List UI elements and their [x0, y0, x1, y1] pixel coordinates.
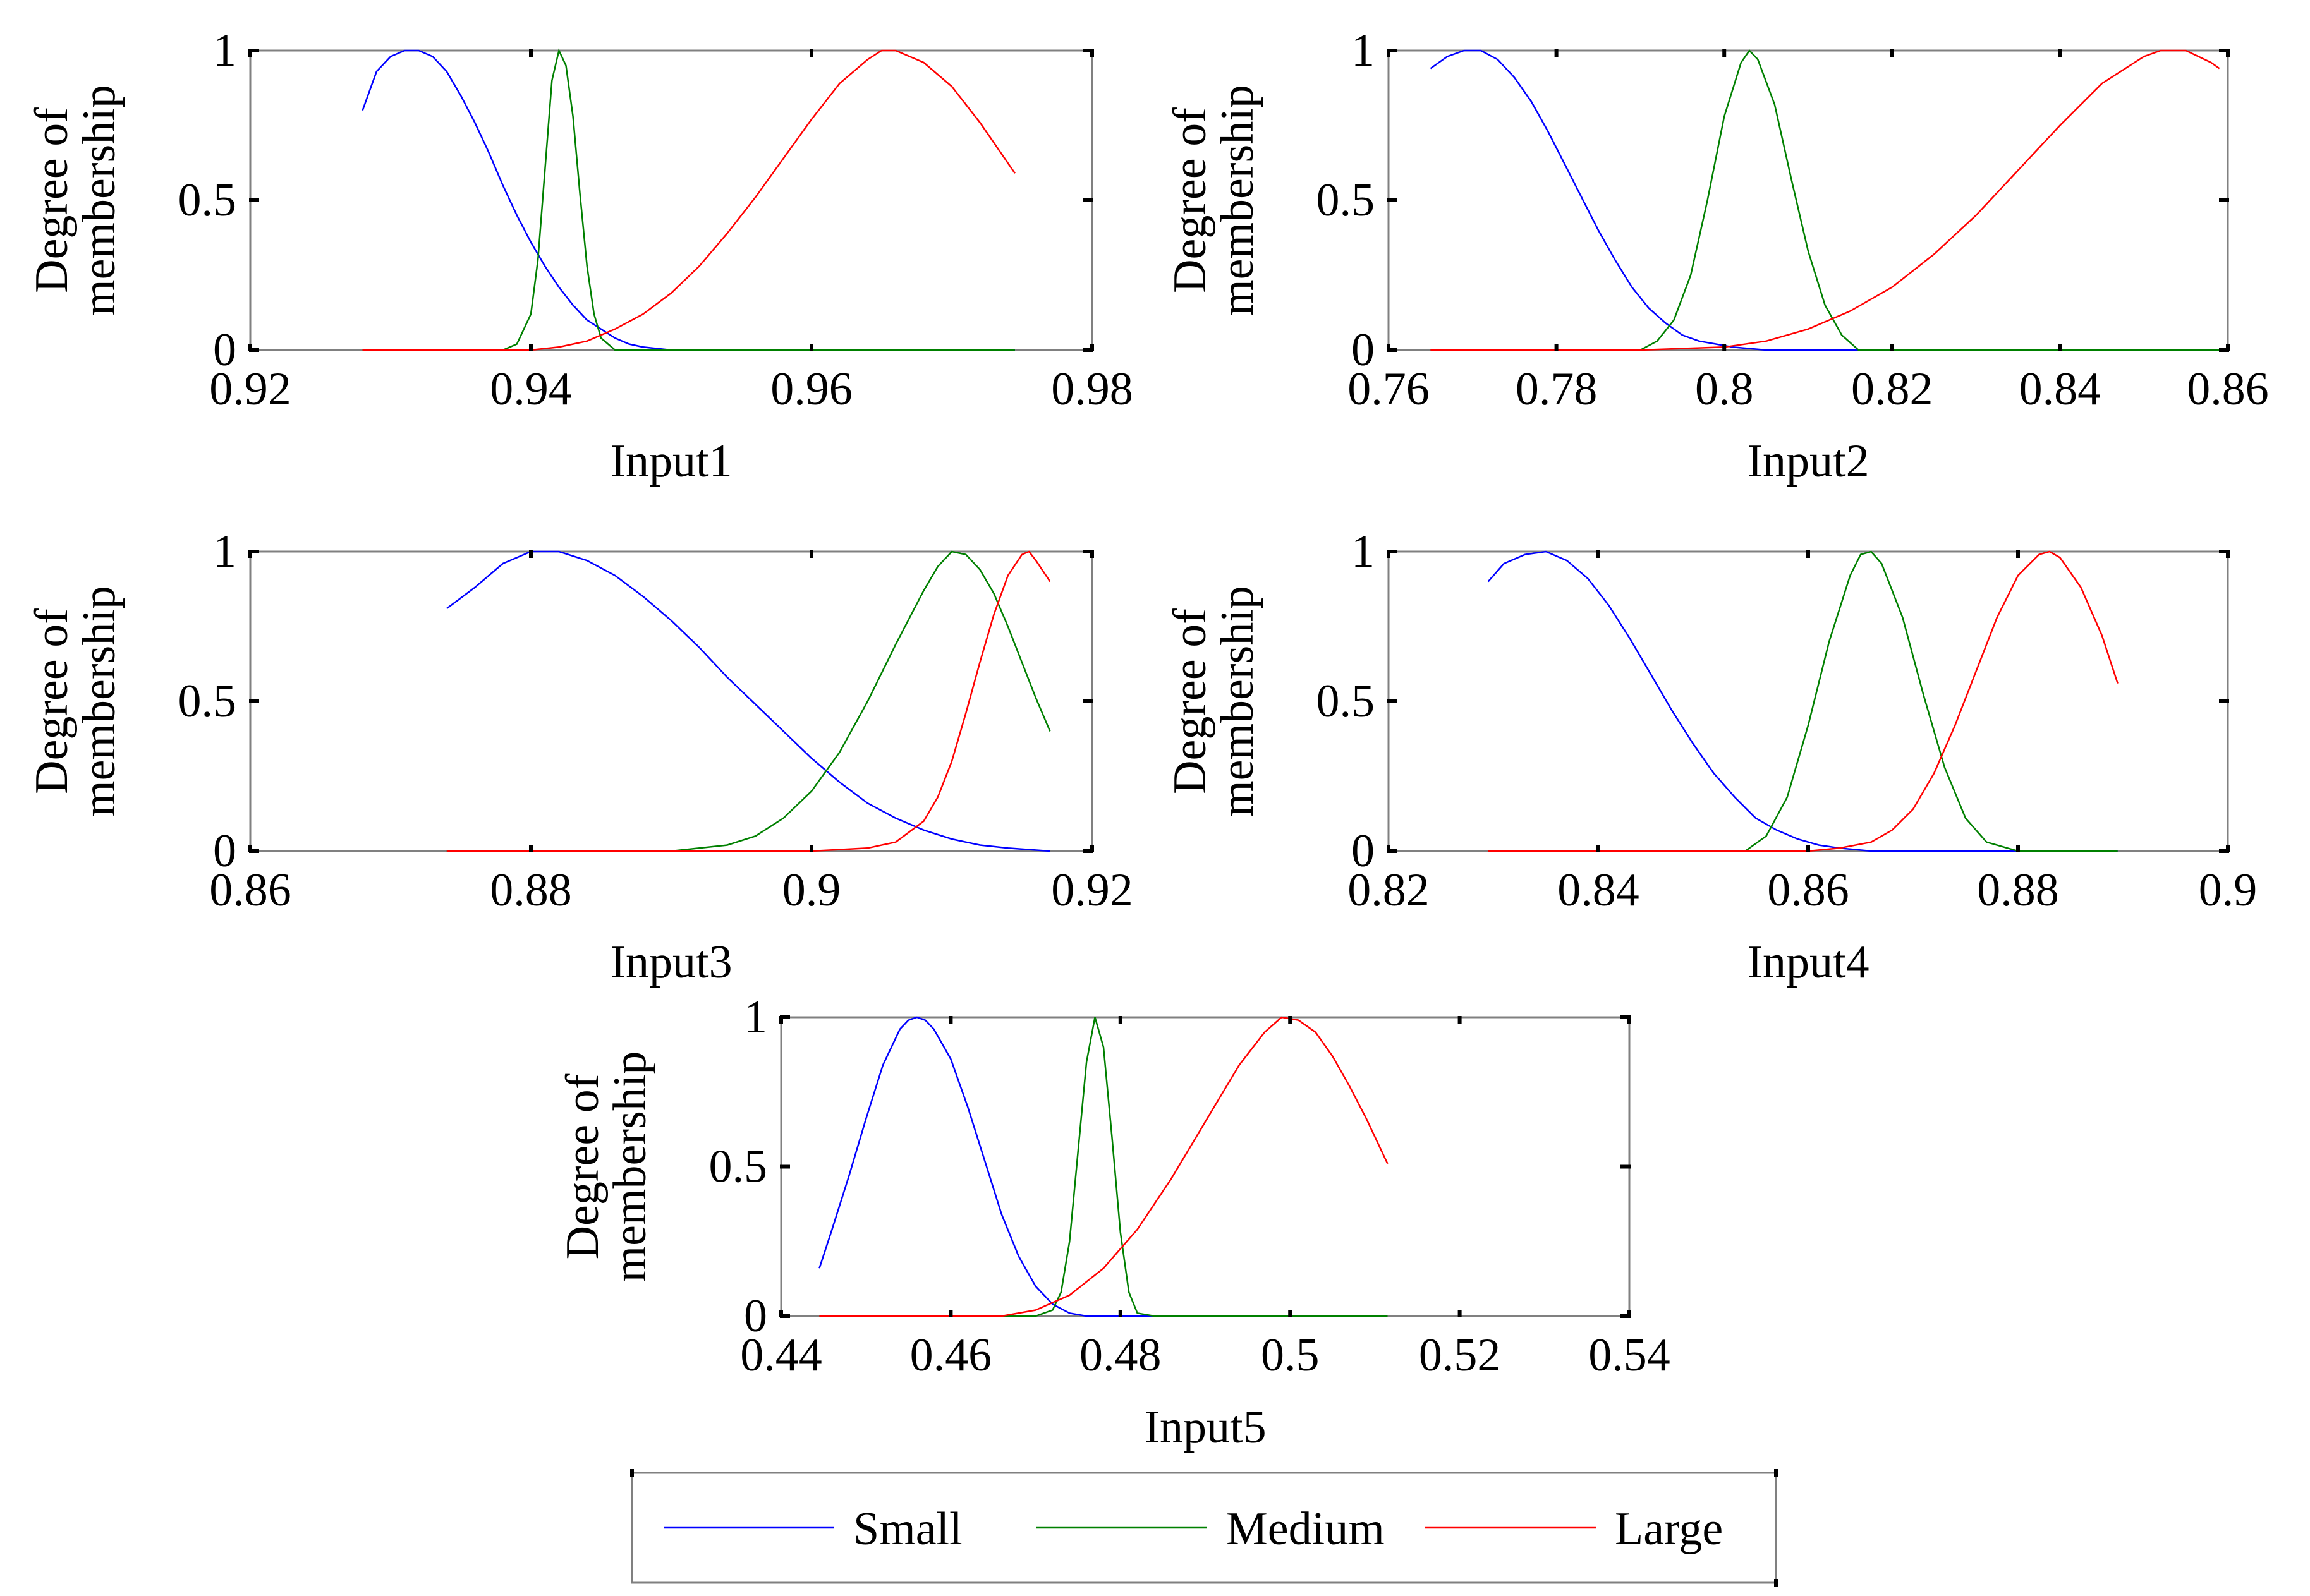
x-axis-label: Input5 [1144, 1401, 1266, 1453]
x-tick-label: 0.92 [209, 363, 291, 415]
x-tick-label: 0.96 [770, 363, 853, 415]
x-tick-label: 0.76 [1347, 363, 1430, 415]
series-large-line [1488, 550, 2119, 852]
x-tick-label: 0.52 [1419, 1329, 1501, 1381]
series-medium-line [362, 48, 1015, 351]
y-tick-label: 1 [213, 526, 236, 577]
x-tick-label: 0.48 [1079, 1329, 1162, 1381]
legend-medium-label: Medium [1226, 1503, 1385, 1555]
y-tick-label: 0.5 [178, 174, 237, 226]
subplot-5: 0.44 0.46 0.48 0.5 0.52 0.54 0 0.5 1 Input5 Degree… [557, 991, 1670, 1453]
series-large-line [1430, 49, 2220, 351]
x-tick-label: 0.86 [209, 864, 291, 916]
y-axis-label-line2: membership [73, 586, 125, 817]
subplot-4: 0.82 0.84 0.86 0.88 0.9 0 0.5 1 Input4 Degree ofm… [1164, 526, 2257, 988]
y-axis-label-line1: Degree of [557, 1073, 609, 1259]
y-tick-label: 0.5 [1316, 174, 1375, 226]
x-tick-label: 0.86 [1767, 864, 1849, 916]
plot-frame [780, 1016, 1631, 1317]
x-tick-label: 0.8 [1695, 363, 1754, 415]
series-medium-line [819, 1017, 1388, 1317]
subplot-2: 0.76 0.78 0.8 0.82 0.84 0.86 0 0.5 1 Input2 Degree… [1164, 25, 2269, 487]
y-tick-label: 0.5 [709, 1141, 768, 1193]
x-tick-label: 0.78 [1516, 363, 1598, 415]
x-tick-label: 0.44 [740, 1329, 822, 1381]
series-small-line [362, 49, 1015, 351]
y-tick-label: 0 [213, 825, 236, 877]
plot-frame [249, 550, 1093, 852]
y-axis-label-line2: membership [73, 85, 125, 316]
series-small-line [818, 1016, 1388, 1317]
y-tick-label: 0 [1351, 825, 1375, 877]
x-tick-label: 0.54 [1588, 1329, 1670, 1381]
x-tick-label: 0.94 [490, 363, 572, 415]
series-medium-line [1430, 49, 2220, 351]
series-small-line [446, 550, 1050, 852]
y-tick-label: 0.5 [178, 675, 237, 727]
y-axis-label-line1: Degree of [26, 608, 78, 794]
legend: Small Medium Large [630, 1469, 1778, 1587]
x-tick-label: 0.86 [2187, 363, 2269, 415]
series-small-line [1487, 550, 2118, 852]
legend-small-label: Small [853, 1503, 963, 1555]
plot-frame [1387, 550, 2229, 852]
y-tick-label: 1 [1351, 25, 1375, 76]
legend-large-label: Large [1615, 1503, 1723, 1555]
x-tick-label: 0.88 [1977, 864, 2059, 916]
x-tick-label: 0.92 [1051, 864, 1133, 916]
y-tick-label: 0 [1351, 324, 1375, 376]
plot-frame [1387, 49, 2229, 351]
y-axis-label-line2: membership [1212, 586, 1263, 817]
subplot-1: 0.92 0.94 0.96 0.98 0 0.5 1 Input1 Degree ofmemb… [26, 25, 1133, 487]
series-large-line [819, 1016, 1389, 1317]
series-large-line [362, 49, 1016, 351]
y-tick-label: 1 [1351, 526, 1375, 577]
x-axis-label: Input1 [610, 435, 732, 487]
x-tick-label: 0.9 [782, 864, 841, 916]
y-axis-label-line2: membership [1212, 85, 1263, 316]
y-axis-label-line1: Degree of [1164, 107, 1216, 293]
x-tick-label: 0.9 [2199, 864, 2258, 916]
x-tick-label: 0.5 [1261, 1329, 1320, 1381]
x-tick-label: 0.88 [490, 864, 572, 916]
y-tick-label: 1 [744, 991, 767, 1043]
legend-box [631, 1472, 1777, 1584]
y-axis-label-line1: Degree of [26, 107, 78, 293]
x-axis-label: Input3 [610, 936, 732, 988]
series-large-line [446, 550, 1051, 852]
x-axis-label: Input2 [1747, 435, 1869, 487]
subplot-3: 0.86 0.88 0.9 0.92 0 0.5 1 Input3 Degree ofmembe… [26, 526, 1133, 988]
x-tick-label: 0.82 [1347, 864, 1430, 916]
x-tick-label: 0.82 [1851, 363, 1933, 415]
plot-frame [249, 49, 1093, 351]
y-tick-label: 1 [213, 25, 236, 76]
x-tick-label: 0.46 [910, 1329, 992, 1381]
series-small-line [1430, 49, 2220, 351]
y-axis-label-line2: membership [604, 1051, 656, 1283]
series-medium-line [446, 550, 1051, 852]
x-tick-label: 0.84 [1557, 864, 1639, 916]
y-axis-label-line1: Degree of [1164, 608, 1216, 794]
y-tick-label: 0 [213, 324, 236, 376]
y-tick-label: 0.5 [1316, 675, 1375, 727]
x-axis-label: Input4 [1747, 936, 1869, 988]
y-tick-label: 0 [744, 1290, 767, 1342]
series-medium-line [1488, 550, 2118, 852]
x-tick-label: 0.84 [2019, 363, 2101, 415]
x-tick-label: 0.98 [1051, 363, 1133, 415]
